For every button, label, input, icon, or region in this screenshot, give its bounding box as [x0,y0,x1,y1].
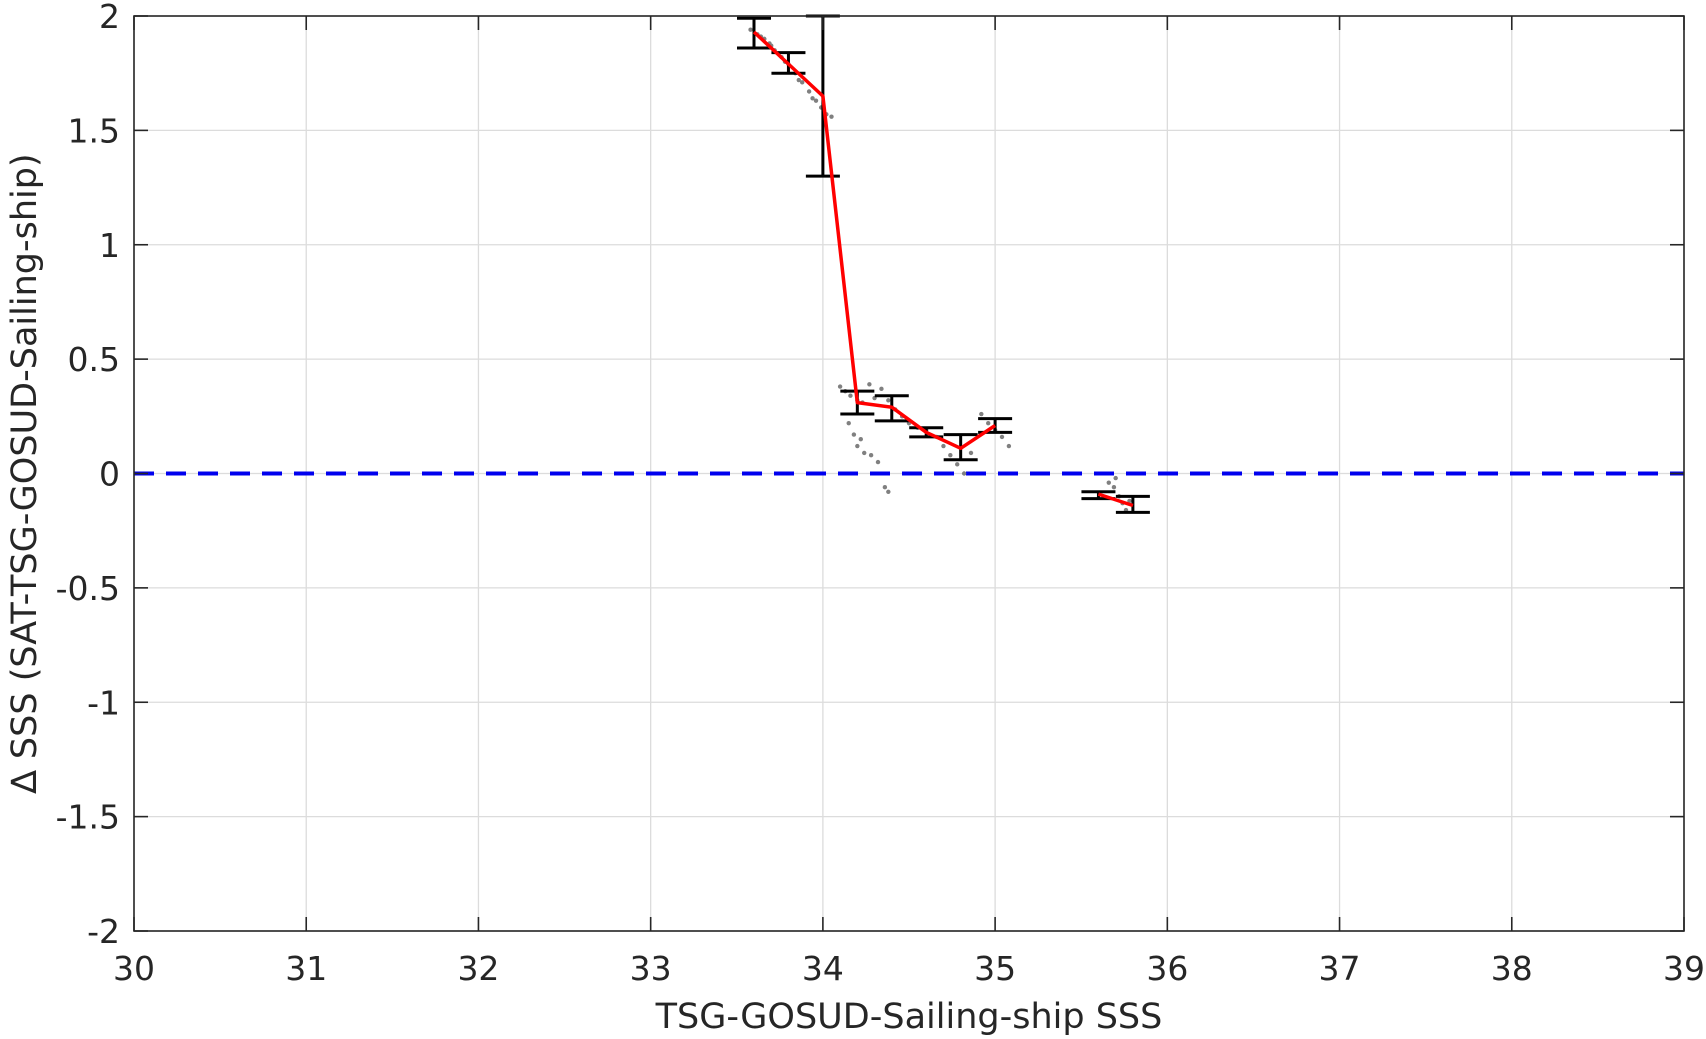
y-tick-label: 1 [99,226,120,265]
x-tick-label: 36 [1146,949,1188,988]
data-point [800,80,805,85]
x-tick-labels: 30 31 32 33 34 35 36 37 38 39 [113,949,1705,988]
data-point [851,432,857,437]
x-tick-label: 30 [113,949,155,988]
y-tick-label: -1 [87,683,120,722]
x-tick-label: 31 [285,949,327,988]
data-point [955,462,960,467]
x-tick-label: 35 [974,949,1016,988]
y-axis-label: ∆ SSS (SAT-TSG-GOSUD-Sailing-ship) [5,153,45,794]
data-point [868,453,874,458]
data-point [848,393,853,398]
mean-lines [752,30,1134,508]
data-point [875,459,881,465]
data-point [862,450,867,456]
data-point [1111,485,1117,490]
data-point [858,436,863,442]
y-tick-labels: -2 -1.5 -1 -0.5 0 0.5 1 1.5 2 [56,0,120,951]
data-point [961,471,967,476]
data-point [1113,475,1118,481]
data-point [837,384,843,389]
mean-line [752,30,997,451]
data-point [829,114,834,119]
y-tick-label: 2 [99,0,120,36]
x-tick-label: 37 [1319,949,1361,988]
data-point [748,27,753,32]
data-point [1006,443,1012,449]
data-point [886,489,891,494]
y-tick-label: 0 [99,455,120,494]
y-tick-label: 1.5 [68,111,120,150]
data-point [813,98,819,103]
data-point [1127,498,1132,504]
data-point [806,89,812,94]
data-point [867,382,872,387]
data-point [1106,480,1111,485]
x-tick-label: 33 [630,949,672,988]
data-point [846,420,851,426]
data-point [886,398,891,403]
y-tick-label: -0.5 [56,569,120,608]
data-point [879,386,884,392]
data-point [986,420,991,426]
y-tick-label: -2 [87,912,120,951]
data-point [979,411,984,417]
data-point [796,77,801,83]
mean-line [1097,492,1134,508]
data-point [855,443,860,449]
axes [133,15,1685,932]
y-tick-label: -1.5 [56,798,120,837]
x-tick-label: 38 [1491,949,1533,988]
data-point [968,450,974,456]
x-tick-label: 39 [1663,949,1705,988]
x-tick-label: 32 [457,949,499,988]
data-point [999,434,1005,440]
data-point [810,96,815,101]
y-tick-label: 0.5 [68,340,120,379]
x-tick-label: 34 [802,949,844,988]
x-axis-label: TSG-GOSUD-Sailing-ship SSS [655,997,1163,1037]
data-point [882,485,888,490]
data-point [941,443,946,449]
data-point [948,453,953,458]
